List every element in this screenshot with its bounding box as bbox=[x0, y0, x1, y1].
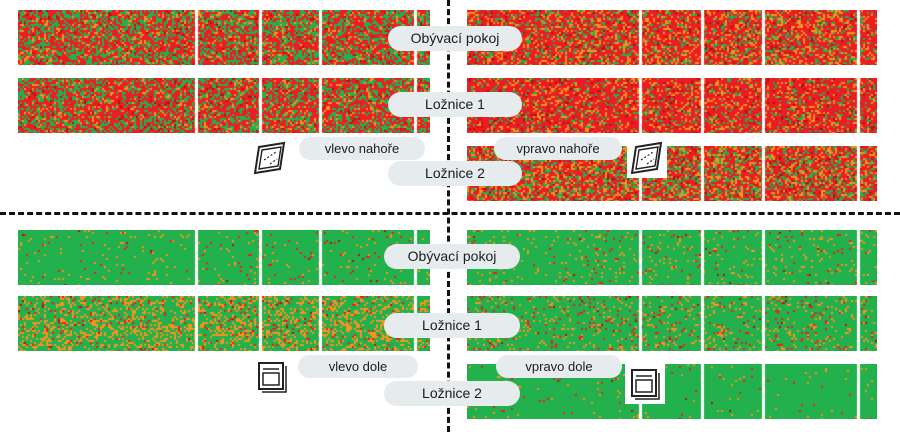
closed-window-icon bbox=[625, 364, 665, 404]
heatmap-strip-bottom-right-living bbox=[467, 230, 877, 285]
room-label-bottom-bedroom1: Ložnice 1 bbox=[384, 313, 520, 338]
room-label-top-living: Obývací pokoj bbox=[388, 26, 522, 51]
quadrant-label-bottom-left: vlevo dole bbox=[298, 355, 418, 378]
closed-window-icon bbox=[252, 357, 292, 397]
vertical-divider bbox=[447, 0, 450, 432]
room-label-bottom-bedroom2: Ložnice 2 bbox=[384, 381, 520, 406]
quadrant-label-top-right: vpravo nahoře bbox=[494, 137, 622, 160]
tilted-window-icon bbox=[250, 138, 290, 178]
heatmap-strip-top-right-bedroom1 bbox=[467, 78, 877, 133]
room-label-top-bedroom1: Ložnice 1 bbox=[388, 92, 522, 117]
heatmap-strip-bottom-right-bedroom1 bbox=[467, 296, 877, 351]
room-label-bottom-living: Obývací pokoj bbox=[384, 244, 520, 269]
heatmap-strip-top-left-bedroom1 bbox=[18, 78, 430, 133]
horizontal-divider bbox=[0, 212, 900, 215]
heatmap-strip-top-right-living bbox=[467, 10, 877, 65]
room-label-top-bedroom2: Ložnice 2 bbox=[388, 161, 522, 186]
heatmap-strip-bottom-left-bedroom1 bbox=[18, 296, 430, 351]
quadrant-label-top-left: vlevo nahoře bbox=[299, 137, 425, 160]
quadrant-label-bottom-right: vpravo dole bbox=[496, 355, 622, 378]
tilted-window-icon bbox=[627, 138, 667, 178]
heatmap-strip-top-left-living bbox=[18, 10, 430, 65]
heatmap-strip-bottom-left-living bbox=[18, 230, 430, 285]
